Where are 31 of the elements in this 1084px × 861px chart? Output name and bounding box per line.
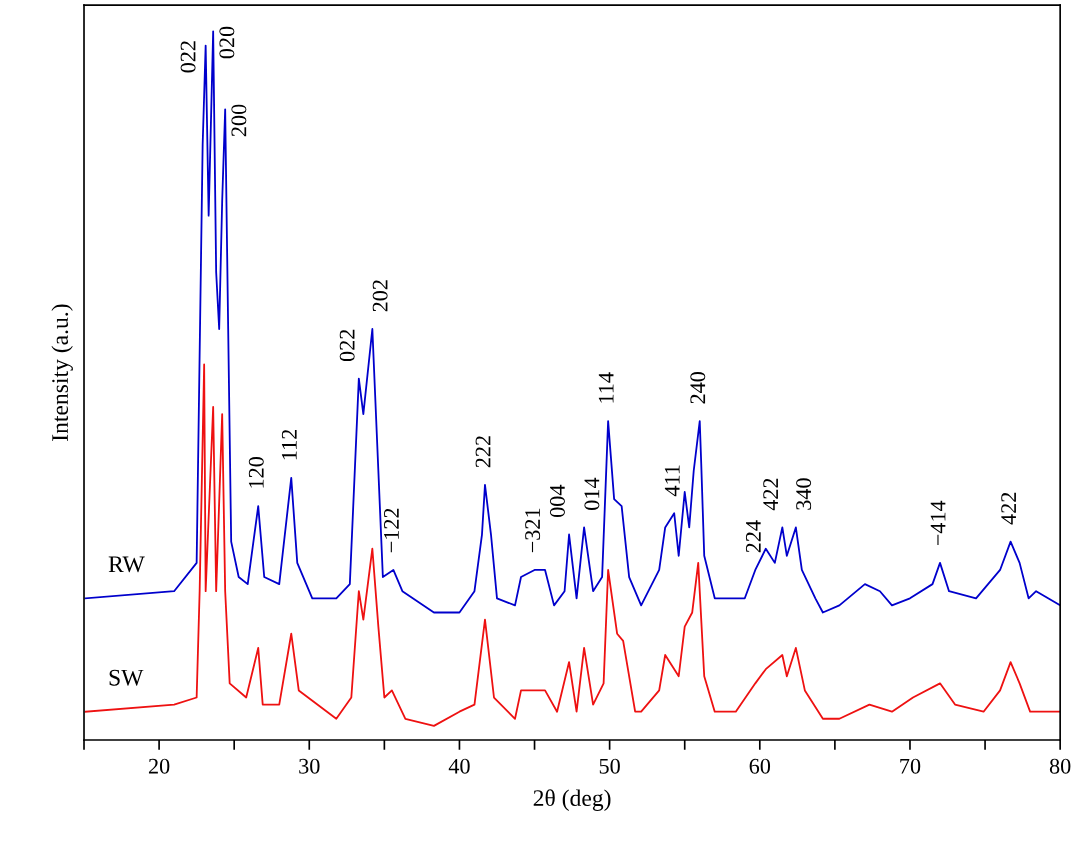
series-label: RW bbox=[108, 556, 145, 573]
annotation: 120 bbox=[248, 457, 264, 488]
annotation: 240 bbox=[690, 371, 706, 404]
annotation: 202 bbox=[372, 280, 388, 312]
annotation: 112 bbox=[281, 429, 297, 460]
x-tick-label: 30 bbox=[299, 758, 320, 774]
annotation: −321 bbox=[525, 508, 541, 553]
annotation: −122 bbox=[384, 508, 399, 553]
annotation: 004 bbox=[549, 484, 565, 518]
annotation: 200 bbox=[231, 104, 247, 137]
x-tick-label: 40 bbox=[448, 758, 470, 774]
x-tick-label: 20 bbox=[148, 758, 170, 774]
annotation: 014 bbox=[584, 477, 600, 510]
annotation: 422 bbox=[763, 478, 778, 511]
annotation: 340 bbox=[796, 478, 812, 510]
annotation: 411 bbox=[664, 465, 680, 497]
x-tick-label: 70 bbox=[900, 758, 921, 774]
x-tick-label: 80 bbox=[1049, 758, 1071, 774]
x-axis-title: 2θ (deg) bbox=[533, 789, 611, 811]
annotation: 022 bbox=[339, 329, 355, 362]
y-axis-title: Intensity (a.u.) bbox=[51, 304, 73, 441]
annotation: 422 bbox=[1001, 492, 1016, 525]
series-label: SW bbox=[109, 669, 144, 686]
annotation: 224 bbox=[745, 520, 761, 553]
annotation: −414 bbox=[930, 500, 946, 546]
annotation: 222 bbox=[475, 436, 491, 468]
x-tick-label: 50 bbox=[599, 758, 620, 774]
x-tick-label: 60 bbox=[749, 758, 771, 774]
annotation: 022 bbox=[180, 41, 196, 73]
annotation: 114 bbox=[598, 372, 614, 403]
annotation: 020 bbox=[219, 26, 235, 59]
